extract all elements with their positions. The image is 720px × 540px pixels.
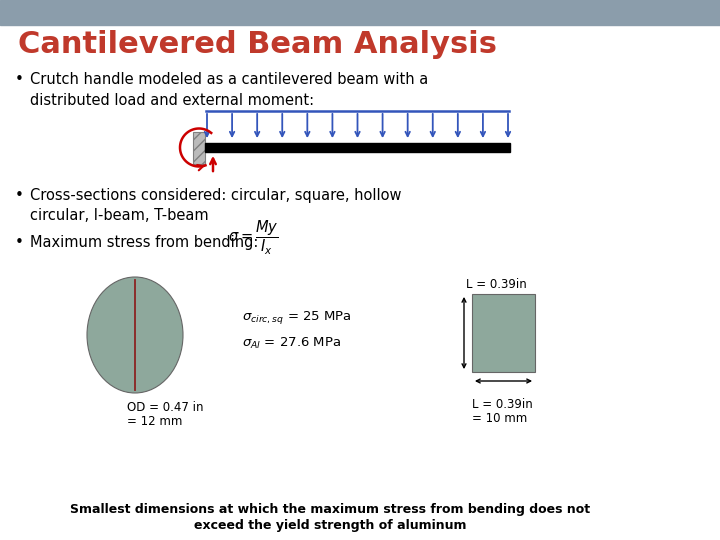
Bar xyxy=(472,294,535,372)
Text: $\sigma_{Al}$ = 27.6 MPa: $\sigma_{Al}$ = 27.6 MPa xyxy=(242,335,341,350)
Text: OD = 0.47 in: OD = 0.47 in xyxy=(127,401,204,414)
Text: Cantilevered Beam Analysis: Cantilevered Beam Analysis xyxy=(18,30,497,59)
Text: Smallest dimensions at which the maximum stress from bending does not: Smallest dimensions at which the maximum… xyxy=(70,503,590,516)
Text: •: • xyxy=(15,72,24,87)
Ellipse shape xyxy=(87,277,183,393)
Text: Maximum stress from bending:: Maximum stress from bending: xyxy=(30,235,263,250)
Text: distributed load and external moment:: distributed load and external moment: xyxy=(30,93,314,108)
Text: L = 0.39in: L = 0.39in xyxy=(472,398,533,411)
Text: Crutch handle modeled as a cantilevered beam with a: Crutch handle modeled as a cantilevered … xyxy=(30,72,428,87)
Text: Cross-sections considered: circular, square, hollow: Cross-sections considered: circular, squ… xyxy=(30,188,402,203)
Text: L = 0.39in: L = 0.39in xyxy=(466,278,527,291)
Bar xyxy=(193,132,205,164)
Text: = 10 mm: = 10 mm xyxy=(472,412,527,425)
Text: exceed the yield strength of aluminum: exceed the yield strength of aluminum xyxy=(194,519,467,532)
Bar xyxy=(205,143,510,152)
Text: circular, I-beam, T-beam: circular, I-beam, T-beam xyxy=(30,208,209,223)
Text: •: • xyxy=(15,235,24,250)
Text: = 12 mm: = 12 mm xyxy=(127,415,182,428)
Text: $\sigma = \dfrac{My}{I_x}$: $\sigma = \dfrac{My}{I_x}$ xyxy=(228,219,279,257)
Bar xyxy=(0,0,720,25)
Text: •: • xyxy=(15,188,24,203)
Text: $\sigma_{circ,sq}$ = 25 MPa: $\sigma_{circ,sq}$ = 25 MPa xyxy=(242,309,351,327)
